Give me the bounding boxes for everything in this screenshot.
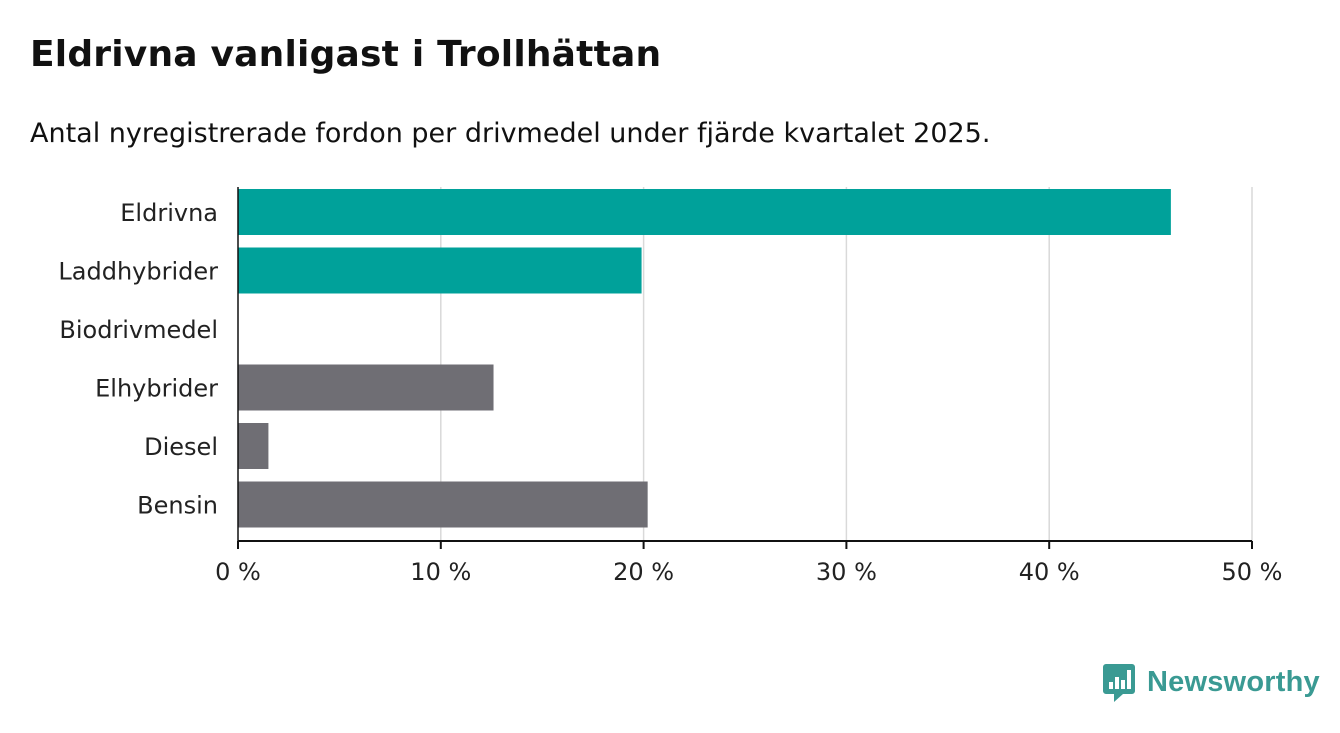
category-labels: Eldrivna Laddhybrider Biodrivmedel Elhybrid…: [58, 199, 218, 520]
category-label: Biodrivmedel: [59, 316, 218, 344]
bar-elhybrider: [238, 364, 494, 411]
x-axis: 0 % 10 % 20 % 30 % 40 % 50 %: [215, 187, 1282, 586]
bars: [238, 189, 1171, 528]
bar-diesel: [238, 423, 269, 469]
category-label: Elhybrider: [95, 375, 218, 403]
bar-bensin: [238, 481, 648, 528]
x-tick-label: 0 %: [215, 558, 261, 586]
newsworthy-logo: Newsworthy: [1103, 662, 1320, 702]
x-tick-label: 50 %: [1222, 558, 1283, 586]
x-tick-label: 10 %: [410, 558, 471, 586]
category-label: Bensin: [137, 492, 218, 520]
chart-title: Eldrivna vanligast i Trollhättan: [30, 34, 662, 75]
x-tick-label: 20 %: [613, 558, 674, 586]
bar-laddhybrider: [238, 247, 642, 294]
brand-name: Newsworthy: [1147, 665, 1320, 698]
x-tick-label: 40 %: [1019, 558, 1080, 586]
category-label: Eldrivna: [120, 199, 218, 227]
bar-eldrivna: [238, 189, 1171, 235]
chart-subtitle: Antal nyregistrerade fordon per drivmede…: [30, 118, 991, 149]
category-label: Diesel: [144, 433, 218, 461]
bar-chart-logo-icon: [1103, 664, 1135, 702]
x-tick-label: 30 %: [816, 558, 877, 586]
category-label: Laddhybrider: [58, 258, 218, 286]
